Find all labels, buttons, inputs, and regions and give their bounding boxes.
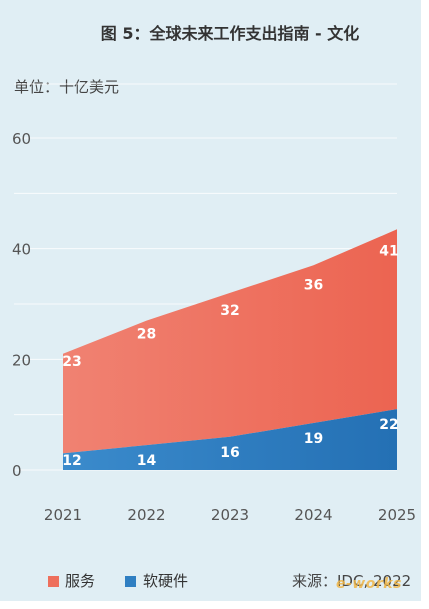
data-label-services: 41 [379, 243, 398, 259]
y-tick-label: 60 [12, 130, 31, 148]
legend-label-services: 服务 [65, 572, 96, 590]
y-tick-label: 0 [12, 462, 22, 480]
data-label-services: 32 [220, 303, 239, 319]
y-tick-label: 20 [12, 351, 31, 369]
area-services [63, 229, 397, 454]
y-axis-unit-label: 单位：十亿美元 [14, 78, 120, 96]
y-tick-label: 40 [12, 241, 31, 259]
x-tick-label: 2023 [211, 506, 249, 524]
area-hardware-software [63, 409, 397, 470]
data-label-hardware-software: 19 [304, 431, 323, 447]
legend-swatch-services [48, 576, 59, 587]
x-tick-label: 2025 [378, 506, 416, 524]
x-tick-label: 2024 [294, 506, 332, 524]
chart-title: 图 5：全球未来工作支出指南 - 文化 [100, 24, 360, 43]
x-tick-label: 2021 [44, 506, 82, 524]
data-label-hardware-software: 22 [379, 417, 398, 433]
watermark-logo: e-works [336, 576, 402, 592]
data-label-services: 28 [137, 327, 156, 343]
data-label-hardware-software: 12 [62, 453, 81, 469]
legend-label-hardware-software: 软硬件 [143, 572, 189, 590]
data-label-services: 36 [304, 277, 323, 293]
source-note: 来源：IDC, 2022 [292, 572, 412, 590]
legend-swatch-hardware-software [125, 576, 136, 587]
data-label-hardware-software: 16 [220, 445, 239, 461]
data-label-hardware-software: 14 [137, 453, 157, 469]
data-label-services: 23 [62, 354, 81, 370]
x-tick-label: 2022 [127, 506, 165, 524]
